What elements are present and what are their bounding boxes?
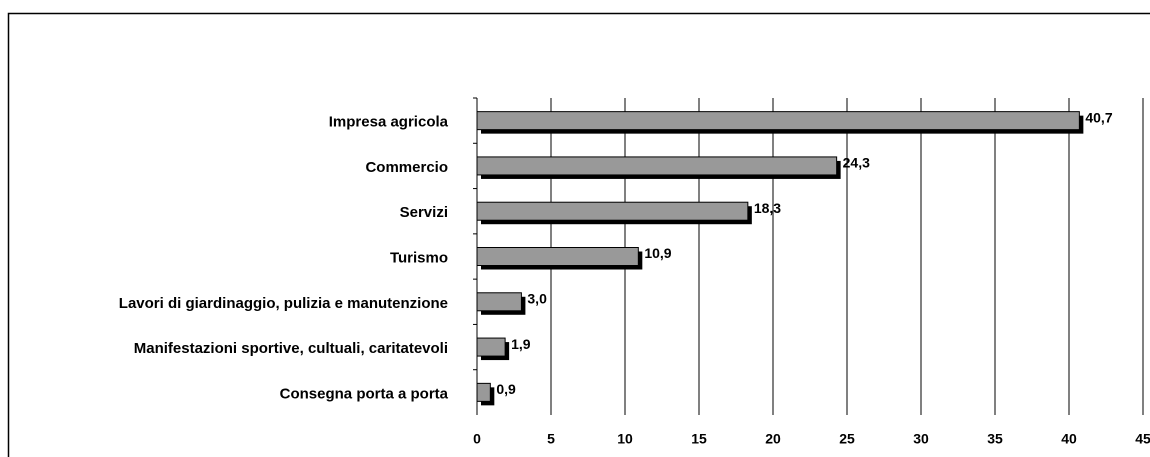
value-label: 1,9	[511, 336, 531, 352]
x-tick-label: 25	[839, 431, 855, 447]
bar	[476, 111, 1080, 131]
bar	[476, 292, 522, 312]
x-tick-label: 20	[765, 431, 781, 447]
category-label: Commercio	[365, 159, 448, 176]
bar	[476, 156, 838, 176]
category-label: Servizi	[400, 204, 448, 221]
value-label: 0,9	[496, 381, 516, 397]
value-label: 40,7	[1085, 109, 1112, 125]
chart-frame	[7, 12, 1150, 457]
x-tick-label: 15	[691, 431, 707, 447]
value-label: 3,0	[527, 290, 547, 306]
x-tick-label: 45	[1135, 431, 1150, 447]
x-tick-label: 5	[547, 431, 555, 447]
x-tick-label: 40	[1061, 431, 1077, 447]
value-label: 24,3	[843, 155, 870, 171]
value-label: 10,9	[644, 245, 671, 261]
category-label: Lavori di giardinaggio, pulizia e manute…	[119, 295, 448, 312]
x-tick-label: 0	[473, 431, 481, 447]
bar	[476, 247, 639, 266]
category-label: Turismo	[390, 249, 448, 266]
x-tick-label: 30	[913, 431, 929, 447]
bar	[476, 337, 506, 357]
category-label: Consegna porta a porta	[280, 385, 449, 402]
category-label: Manifestazioni sportive, cultuali, carit…	[134, 340, 448, 357]
category-label: Impresa agricola	[329, 114, 449, 131]
x-tick-label: 35	[987, 431, 1003, 447]
bar	[476, 201, 749, 221]
value-label: 18,3	[754, 200, 781, 216]
x-tick-label: 10	[617, 431, 633, 447]
bar	[476, 382, 491, 402]
